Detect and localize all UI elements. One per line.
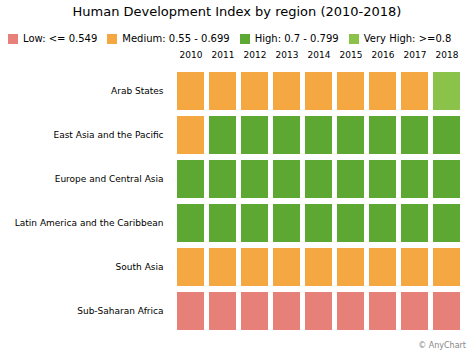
svg-text:Europe and Central Asia: Europe and Central Asia: [55, 174, 164, 184]
html-text:Low: <= 0.549: Low: <= 0.549: [23, 33, 98, 44]
svg-text:2018: 2018: [436, 50, 459, 60]
html-text:High: 0.7 - 0.799: High: 0.7 - 0.799: [254, 33, 339, 44]
html-text:Human Development Index by reg: Human Development Index by region (2010-…: [72, 4, 402, 19]
svg-text:2014: 2014: [308, 50, 331, 60]
html-text:© AnyChart: © AnyChart: [418, 341, 466, 350]
svg-text:2010: 2010: [180, 50, 203, 60]
svg-text:2013: 2013: [276, 50, 299, 60]
svg-text:Arab States: Arab States: [111, 86, 164, 96]
svg-text:2012: 2012: [244, 50, 267, 60]
html-text:Very High: >=0.8: Very High: >=0.8: [363, 33, 452, 44]
svg-text:2011: 2011: [212, 50, 235, 60]
svg-text:2015: 2015: [340, 50, 363, 60]
svg-text:Latin America and the Caribbea: Latin America and the Caribbean: [15, 218, 164, 228]
svg-text:2016: 2016: [372, 50, 395, 60]
svg-text:South Asia: South Asia: [116, 262, 164, 272]
html-text:Medium: 0.55 - 0.699: Medium: 0.55 - 0.699: [122, 33, 230, 44]
svg-text:East Asia and the Pacific: East Asia and the Pacific: [53, 130, 163, 140]
svg-text:2017: 2017: [404, 50, 427, 60]
svg-text:Sub-Saharan Africa: Sub-Saharan Africa: [77, 306, 163, 316]
